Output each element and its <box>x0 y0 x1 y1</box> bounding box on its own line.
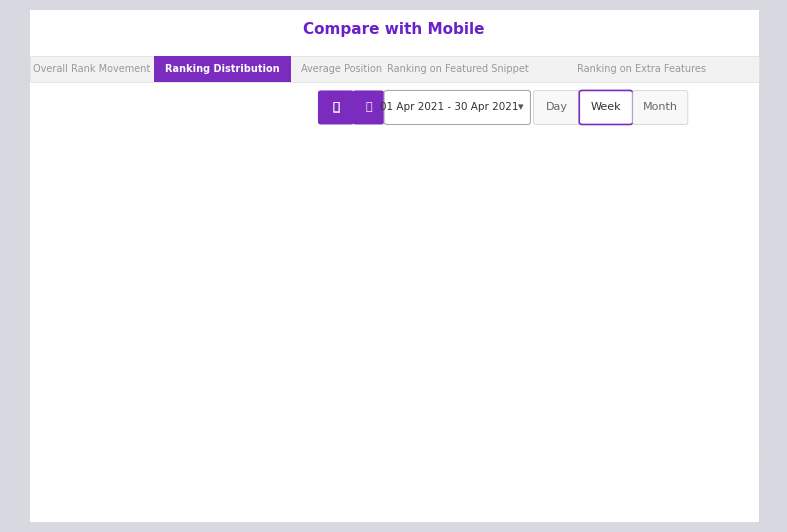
Text: Day: Day <box>546 103 568 112</box>
Text: Average Position: Average Position <box>301 64 382 74</box>
Text: 🖥: 🖥 <box>333 103 339 112</box>
Text: 📱: 📱 <box>365 103 371 112</box>
Text: 01 Apr 2021 - 30 Apr 2021: 01 Apr 2021 - 30 Apr 2021 <box>380 103 519 112</box>
Text: Ranking Distribution: Ranking Distribution <box>165 64 280 74</box>
Text: Week: Week <box>591 103 621 112</box>
Text: Overall Rank Movement: Overall Rank Movement <box>33 64 151 74</box>
Text: Month: Month <box>643 103 678 112</box>
Text: Ranking on Featured Snippet: Ranking on Featured Snippet <box>387 64 529 74</box>
Text: ⬜: ⬜ <box>332 101 340 114</box>
Text: Ranking on Extra Features: Ranking on Extra Features <box>578 64 706 74</box>
Text: Compare with Mobile: Compare with Mobile <box>303 22 484 37</box>
Text: ▾: ▾ <box>518 103 524 112</box>
Legend: (Desktop) Top 3, (Desktop) Top 10, (Desktop) Top 100, (Mobile) Top 3, (Mobile) T: (Desktop) Top 3, (Desktop) Top 10, (Desk… <box>87 495 731 513</box>
